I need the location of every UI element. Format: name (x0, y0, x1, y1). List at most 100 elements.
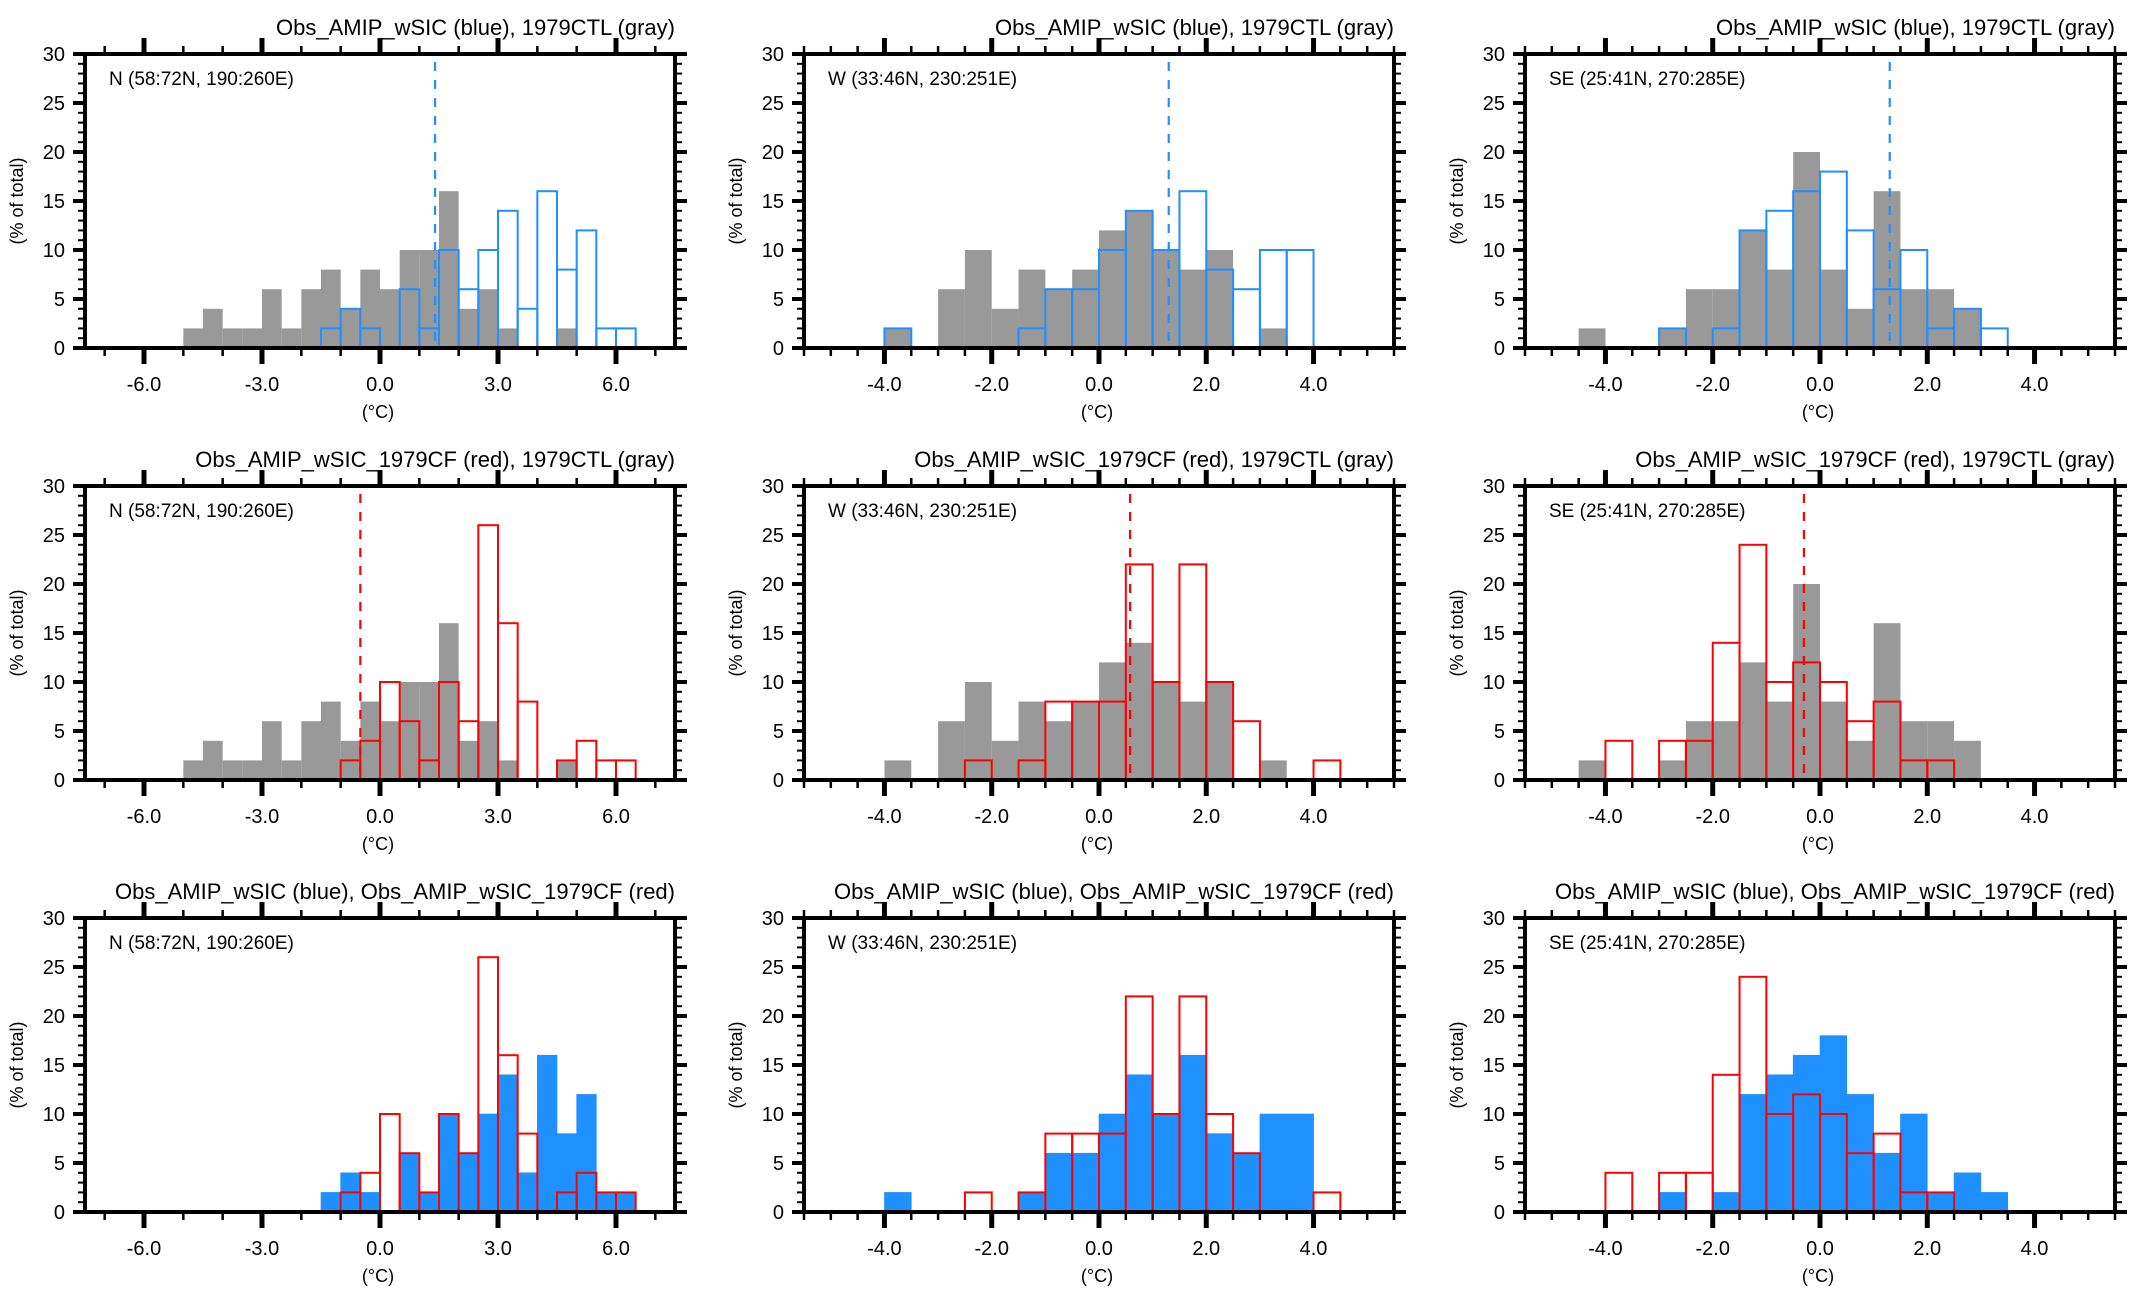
x-tick-label: 0.0 (366, 374, 394, 396)
y-axis-label: (% of total) (7, 157, 27, 244)
y-tick-label: 15 (43, 623, 65, 645)
x-tick-label: -3.0 (245, 1238, 279, 1260)
histogram-bar-gray (1739, 230, 1767, 348)
x-tick-label: -2.0 (1695, 806, 1729, 828)
histogram-bar-gray (478, 289, 498, 348)
y-tick-label: 30 (1483, 476, 1505, 498)
y-tick-label: 25 (1483, 525, 1505, 547)
histogram-bar-blue (1873, 1152, 1901, 1213)
histogram-bar-outline-red (595, 759, 617, 782)
histogram-panel-2: Obs_AMIP_wSIC (blue), 1979CTL (gray) 0 5 10… (1447, 15, 2127, 422)
histogram-bar-gray (1018, 701, 1046, 780)
histogram-bar-gray (991, 308, 1019, 348)
y-tick-label: 10 (762, 1104, 784, 1126)
histogram-bar-blue (1712, 1192, 1740, 1213)
x-tick-label: 2.0 (1192, 806, 1220, 828)
histogram-bar-outline-red (1312, 1191, 1342, 1214)
histogram-bar-blue (360, 1192, 381, 1213)
region-label: W (33:46N, 230:251E) (828, 933, 1017, 954)
y-tick-label: 10 (762, 672, 784, 694)
histogram-bar-gray (884, 328, 912, 348)
histogram-bar-outline-blue (1232, 288, 1261, 350)
x-tick-label: -2.0 (1695, 1238, 1729, 1260)
x-axis-label: (°C) (362, 834, 394, 854)
histogram-bar-gray (1685, 721, 1713, 780)
y-tick-label: 5 (1494, 1153, 1505, 1175)
y-tick-label: 15 (1483, 191, 1505, 213)
histogram-bar-blue (596, 1192, 617, 1213)
y-tick-label: 30 (43, 908, 65, 930)
histogram-bar-gray (1793, 584, 1820, 780)
x-tick-label: 0.0 (1085, 374, 1113, 396)
histogram-bar-outline-blue (516, 307, 539, 349)
x-tick-label: 2.0 (1913, 1238, 1941, 1260)
histogram-bar-gray (360, 269, 380, 348)
histogram-bar-blue (576, 1094, 597, 1213)
histogram-bar-gray (1927, 289, 1955, 348)
histogram-panel-0: Obs_AMIP_wSIC (blue), 1979CTL (gray) 0 5 10… (7, 15, 687, 422)
histogram-bar-outline-red (1684, 1171, 1714, 1214)
histogram-bar-outline-red (615, 759, 637, 782)
histogram-bar-blue (1766, 1074, 1794, 1213)
y-tick-label: 0 (773, 1202, 784, 1224)
histogram-bar-blue (537, 1054, 558, 1213)
histogram-bar-blue (1152, 1113, 1180, 1213)
y-tick-label: 15 (762, 1055, 784, 1077)
histogram-bar-blue (1205, 1133, 1234, 1213)
x-tick-label: -4.0 (867, 1238, 901, 1260)
y-tick-label: 5 (1494, 289, 1505, 311)
y-tick-label: 0 (773, 338, 784, 360)
y-tick-label: 30 (1483, 908, 1505, 930)
y-tick-label: 30 (762, 44, 784, 66)
x-tick-label: 0.0 (1806, 374, 1834, 396)
y-tick-label: 30 (1483, 44, 1505, 66)
x-axis-label: (°C) (1802, 402, 1834, 422)
y-tick-label: 10 (1483, 240, 1505, 262)
x-tick-label: -4.0 (867, 374, 901, 396)
y-tick-label: 10 (1483, 1104, 1505, 1126)
y-tick-label: 0 (773, 770, 784, 792)
y-tick-label: 25 (1483, 93, 1505, 115)
histogram-bar-gray (380, 721, 400, 780)
histogram-bar-blue (1792, 1054, 1821, 1213)
y-tick-label: 0 (1494, 338, 1505, 360)
histogram-bar-gray (183, 328, 203, 348)
region-label: N (58:72N, 190:260E) (109, 501, 294, 522)
histogram-bar-outline-red (1232, 720, 1261, 782)
x-tick-label: 3.0 (484, 374, 512, 396)
histogram-bar-gray (458, 308, 479, 348)
x-tick-label: 0.0 (1085, 806, 1113, 828)
histogram-bar-blue (497, 1074, 518, 1213)
y-axis-label: (% of total) (7, 1021, 27, 1108)
histogram-bar-gray (1259, 760, 1287, 780)
y-tick-label: 25 (762, 957, 784, 979)
x-tick-label: 2.0 (1913, 806, 1941, 828)
histogram-bar-gray (478, 721, 498, 780)
x-tick-label: -6.0 (127, 1238, 161, 1260)
histogram-bar-gray (498, 328, 518, 348)
histogram-bar-gray (419, 250, 439, 348)
x-tick-label: 4.0 (1300, 374, 1328, 396)
x-tick-label: 6.0 (602, 374, 630, 396)
y-tick-label: 15 (1483, 623, 1505, 645)
histogram-bar-gray (1820, 701, 1847, 780)
panel-title: Obs_AMIP_wSIC (blue), 1979CTL (gray) (995, 15, 1394, 40)
histogram-bar-gray (1685, 289, 1713, 348)
histogram-bar-gray (301, 721, 321, 780)
histogram-bar-outline-red (1604, 1171, 1634, 1214)
x-tick-label: 2.0 (1192, 1238, 1220, 1260)
histogram-bar-gray (281, 760, 302, 780)
y-tick-label: 20 (1483, 142, 1505, 164)
histogram-bar-gray (183, 760, 203, 780)
histogram-bar-gray (203, 308, 223, 348)
histogram-bar-gray (1152, 682, 1180, 780)
y-tick-label: 25 (43, 957, 65, 979)
y-tick-label: 25 (762, 525, 784, 547)
y-tick-label: 5 (54, 721, 65, 743)
histogram-bar-blue (1259, 1113, 1288, 1213)
histogram-panel-6: Obs_AMIP_wSIC (blue), Obs_AMIP_wSIC_1979… (7, 879, 687, 1286)
histogram-bar-gray (1766, 269, 1794, 348)
histogram-bar-gray (458, 740, 479, 780)
histogram-bar-gray (222, 760, 243, 780)
